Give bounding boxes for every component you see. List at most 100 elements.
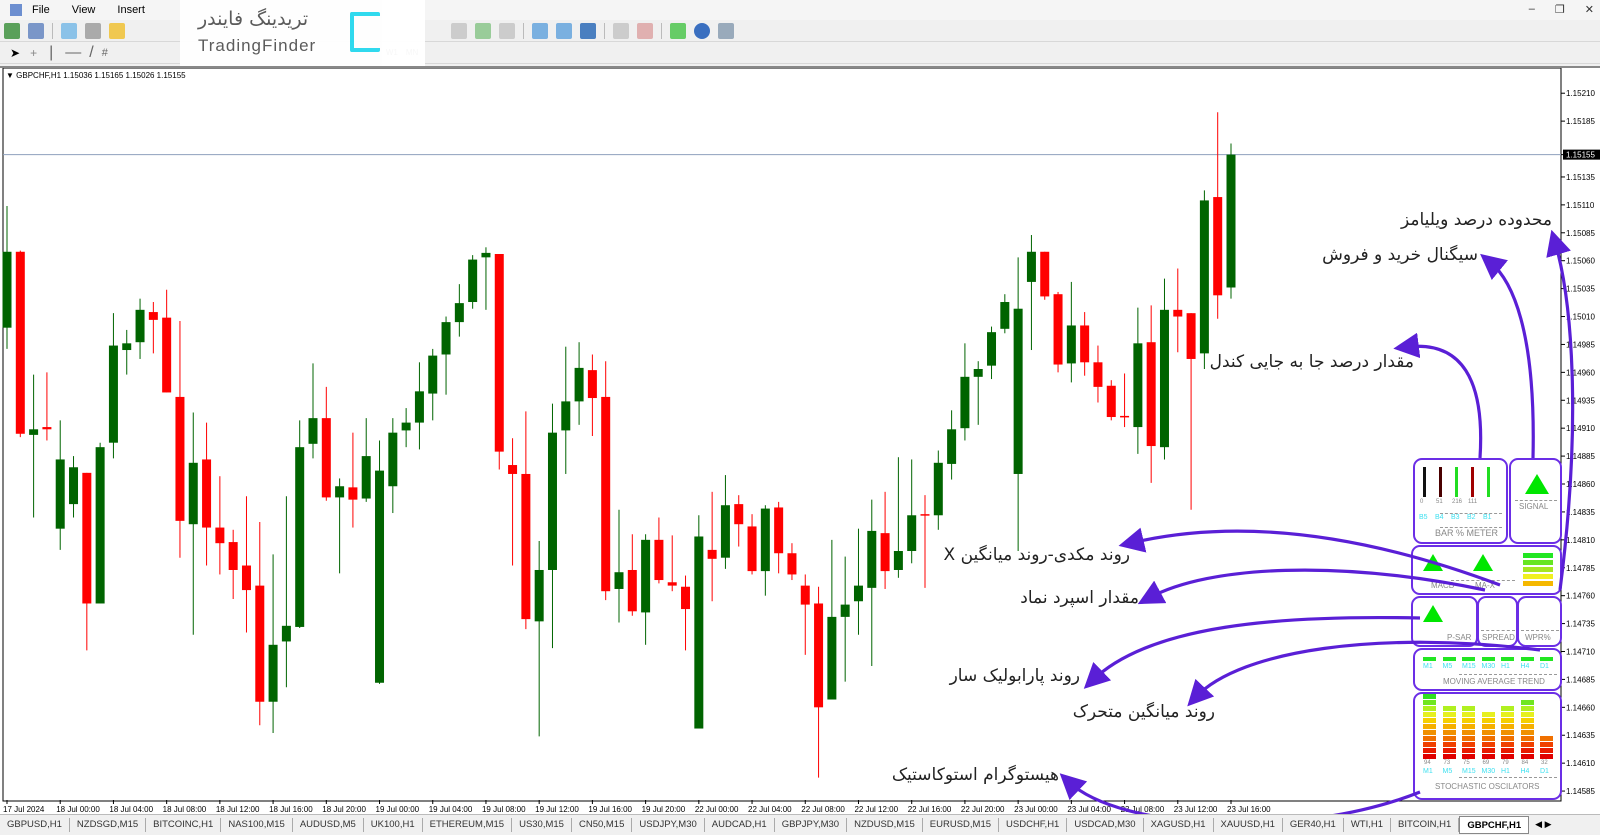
candle-chart-icon[interactable] xyxy=(475,22,491,39)
symbol-tab[interactable]: XAGUSD,H1 xyxy=(1144,817,1214,832)
price-chart[interactable]: 1.15210 1.15185 1.15155 1.15135 1.15110 1.150… xyxy=(0,68,1600,816)
symbol-tab[interactable]: EURUSD,M15 xyxy=(923,817,1000,832)
autoscroll-icon[interactable] xyxy=(613,22,629,39)
navigator-icon[interactable] xyxy=(61,22,77,39)
crosshair-icon[interactable] xyxy=(85,22,101,39)
stoch-segment xyxy=(1423,748,1436,753)
bear-candle xyxy=(681,586,691,610)
stoch-segment xyxy=(1423,694,1436,699)
bull-candle xyxy=(840,604,850,617)
fibonacci-icon[interactable]: # xyxy=(101,46,108,59)
symbol-tab[interactable]: GER40,H1 xyxy=(1283,817,1344,832)
zoom-in-icon[interactable] xyxy=(532,22,548,39)
bull-candle xyxy=(29,429,39,435)
annotation-signal: سیگنال خرید و فروش xyxy=(1322,245,1478,265)
symbol-tab[interactable]: GBPJPY,M30 xyxy=(775,817,848,832)
macd-max-panel: MACD MA-X xyxy=(1411,545,1562,595)
periods-icon[interactable] xyxy=(694,22,710,39)
stoch-segment xyxy=(1423,742,1436,747)
symbol-tab[interactable]: AUDUSD,M5 xyxy=(293,817,364,832)
menu-view[interactable]: View xyxy=(71,4,96,16)
strength-segment xyxy=(1523,553,1553,558)
bar-chart-icon[interactable] xyxy=(451,22,467,39)
new-chart-icon[interactable] xyxy=(4,22,20,39)
zoom-out-icon[interactable] xyxy=(556,22,572,39)
stoch-segment xyxy=(1423,730,1436,735)
stoch-title: STOCHASTIC OSCILATORS xyxy=(1435,782,1540,791)
symbol-tab[interactable]: GBPUSD,H1 xyxy=(0,817,70,832)
symbol-tab[interactable]: USDCHF,H1 xyxy=(999,817,1068,832)
x-tick-label: 17 Jul 2024 xyxy=(3,805,45,814)
stoch-segment xyxy=(1442,736,1456,741)
symbol-tab[interactable]: GBPCHF,H1 xyxy=(1459,815,1530,834)
symbol-tab[interactable]: WTI,H1 xyxy=(1344,817,1392,832)
bar-meter-value: 216 xyxy=(1452,499,1463,505)
cursor-icon[interactable]: ➤ xyxy=(10,45,21,60)
minimize-button[interactable]: – xyxy=(1528,3,1535,15)
horizontal-line-icon[interactable]: — xyxy=(65,43,82,61)
symbol-tab[interactable]: USDCAD,M30 xyxy=(1067,817,1144,832)
bear-candle xyxy=(215,527,225,544)
bear-candle xyxy=(787,553,797,575)
bull-candle xyxy=(947,429,957,464)
tile-windows-icon[interactable] xyxy=(580,22,596,39)
x-tick-label: 22 Jul 20:00 xyxy=(961,805,1005,814)
ma-trend-title: MOVING AVERAGE TREND xyxy=(1443,677,1545,686)
stoch-value: 69 xyxy=(1482,760,1490,766)
profiles-icon[interactable] xyxy=(28,22,44,39)
bear-candle xyxy=(1040,251,1050,297)
x-tick-label: 23 Jul 12:00 xyxy=(1174,805,1218,814)
symbol-tab[interactable]: NAS100,M15 xyxy=(221,817,293,832)
crosshair-tool-icon[interactable]: + xyxy=(30,45,38,60)
bear-candle xyxy=(1173,309,1183,317)
line-chart-icon[interactable] xyxy=(499,22,515,39)
symbol-tab[interactable]: BITCOINC,H1 xyxy=(146,817,222,832)
symbol-tab[interactable]: CN50,M15 xyxy=(572,817,633,832)
symbol-tab[interactable]: NZDSGD,M15 xyxy=(70,817,147,832)
symbol-tab[interactable]: UK100,H1 xyxy=(364,817,423,832)
bear-candle xyxy=(800,585,810,605)
chart-shift-icon[interactable] xyxy=(637,22,653,39)
stoch-segment xyxy=(1481,742,1495,747)
close-button[interactable]: ✕ xyxy=(1584,4,1594,16)
bear-candle xyxy=(587,370,597,399)
menu-insert[interactable]: Insert xyxy=(117,4,145,16)
bull-candle xyxy=(561,401,571,431)
symbol-tab[interactable]: XAUUSD,H1 xyxy=(1214,817,1283,832)
stoch-value: 73 xyxy=(1443,760,1451,766)
templates-icon[interactable] xyxy=(718,22,734,39)
symbol-tab[interactable]: USDJPY,M30 xyxy=(632,817,705,832)
symbol-tab[interactable]: AUDCAD,H1 xyxy=(705,817,775,832)
app-icon xyxy=(10,4,22,16)
symbol-tab[interactable]: ETHEREUM,M15 xyxy=(423,817,513,832)
stoch-timeframe: M30 xyxy=(1481,768,1496,775)
y-tick-label: 1.14835 xyxy=(1566,508,1595,517)
restore-button[interactable]: ❐ xyxy=(1554,4,1565,16)
trendline-icon[interactable]: / xyxy=(89,43,94,61)
bear-candle xyxy=(920,514,930,516)
annotation-stoch: هیستوگرام استوکاستیک xyxy=(891,765,1059,785)
psar-panel: P-SAR xyxy=(1411,596,1478,647)
bear-candle xyxy=(521,473,531,620)
vertical-line-icon[interactable]: | xyxy=(49,43,54,61)
chart-window[interactable]: ▼ GBPCHF,H1 1.15036 1.15165 1.15026 1.15… xyxy=(0,66,1600,814)
menu-file[interactable]: File xyxy=(32,4,50,16)
y-tick-label: 1.15155 xyxy=(1566,151,1595,160)
bull-candle xyxy=(1013,308,1023,474)
x-tick-label: 22 Jul 00:00 xyxy=(695,805,739,814)
symbol-tab[interactable]: BITCOIN,H1 xyxy=(1391,817,1460,832)
symbol-tab[interactable]: US30,M15 xyxy=(512,817,572,832)
bear-candle xyxy=(774,507,784,554)
stoch-segment xyxy=(1462,742,1475,747)
bull-candle xyxy=(468,259,478,303)
favorites-icon[interactable] xyxy=(109,22,125,39)
x-tick-label: 23 Jul 16:00 xyxy=(1227,805,1271,814)
symbol-tab[interactable]: NZDUSD,M15 xyxy=(847,817,923,832)
bull-candle xyxy=(481,252,491,258)
tab-scroll-icon[interactable]: ◀ ▶ xyxy=(1535,819,1552,829)
bull-candle xyxy=(614,572,624,589)
bear-candle xyxy=(241,565,251,591)
bear-candle xyxy=(747,526,757,572)
indicators-icon[interactable] xyxy=(670,22,686,39)
y-tick-label: 1.14985 xyxy=(1566,340,1595,349)
